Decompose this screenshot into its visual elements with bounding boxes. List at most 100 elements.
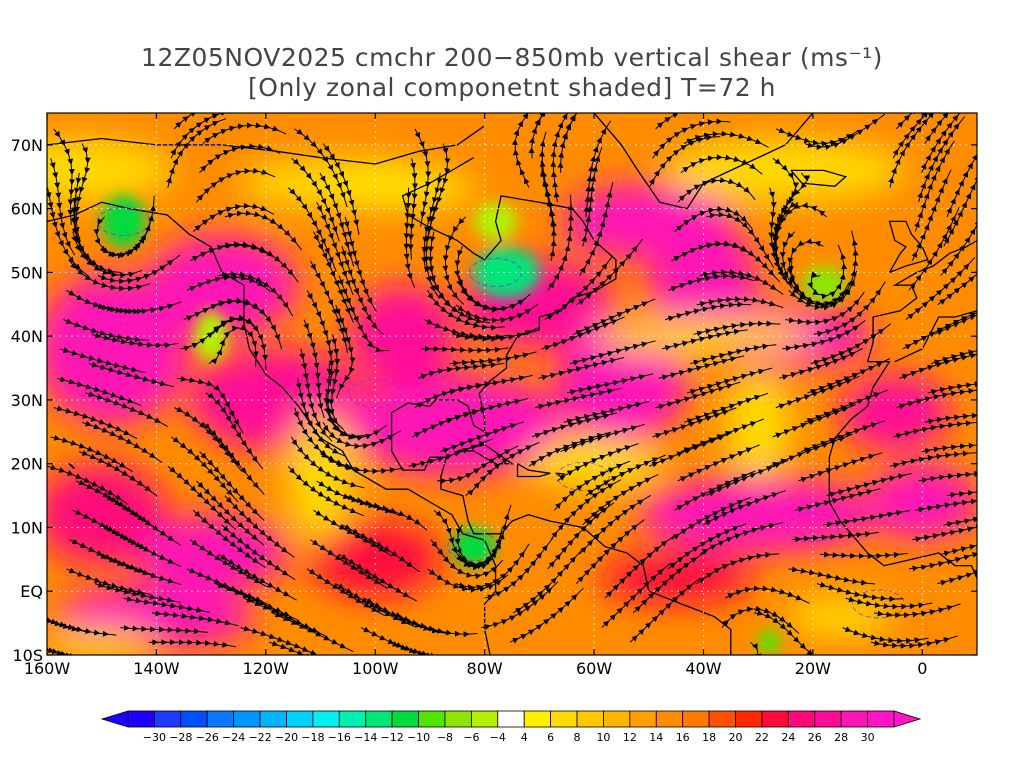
colorbar-swatch (603, 710, 631, 728)
longitude-label: 160W (24, 659, 71, 678)
longitude-label: 120W (243, 659, 290, 678)
colorbar-swatch (761, 710, 789, 728)
streamline (680, 154, 763, 175)
colorbar-swatch (206, 710, 235, 728)
colorbar-swatch (787, 710, 816, 728)
longitude-label: 140W (133, 659, 180, 678)
streamline (192, 202, 275, 232)
colorbar-label: 16 (676, 731, 690, 744)
streamline (826, 473, 913, 498)
latitude-label: 60N (11, 200, 43, 219)
streamline (946, 137, 977, 218)
colorbar-label: −4 (490, 731, 506, 744)
streamline (73, 143, 91, 243)
streamline (912, 522, 977, 542)
streamline (930, 342, 977, 366)
streamline (842, 626, 929, 644)
streamline (918, 469, 977, 484)
colorbar-swatch (735, 710, 763, 728)
colorbar-swatch (180, 710, 208, 728)
colorbar-swatch (338, 710, 367, 728)
colorbar-swatch (154, 710, 182, 728)
streamline (569, 340, 656, 366)
streamline (120, 624, 208, 635)
colorbar-swatch (470, 710, 499, 728)
weak-shear-region (473, 246, 540, 298)
streamline (823, 509, 911, 528)
streamline (937, 250, 977, 306)
low-shear-band (785, 597, 895, 636)
shear-region (637, 476, 879, 553)
colorbar-swatch (550, 710, 578, 728)
streamline (927, 378, 977, 395)
streamline (173, 113, 248, 130)
streamline (59, 347, 146, 374)
colorbar-swatch (682, 710, 710, 728)
colorbar-swatch (840, 710, 868, 728)
plot-area (47, 113, 977, 655)
colorbar-label: 4 (521, 731, 528, 744)
streamline (414, 128, 432, 227)
longitude-label: 0 (917, 659, 927, 678)
colorbar-label: −26 (196, 731, 219, 744)
colorbar-label: 6 (547, 731, 554, 744)
colorbar-label: 28 (834, 731, 848, 744)
colorbar-label: −10 (407, 731, 430, 744)
streamline (427, 143, 451, 242)
streamline (921, 441, 977, 454)
longitude-label: 100W (352, 659, 399, 678)
streamline (677, 177, 756, 203)
colorbar-label: −16 (328, 731, 351, 744)
latitude-label: 70N (11, 136, 43, 155)
streamline (547, 194, 574, 291)
colorbar-label: 14 (649, 731, 663, 744)
colorbar-low-arrow (100, 710, 129, 728)
streamline (772, 157, 799, 243)
streamline (683, 130, 769, 148)
colorbar-swatch (286, 710, 314, 728)
streamline (566, 373, 654, 395)
latitude-label: 20N (11, 455, 43, 474)
colorbar-label: −6 (463, 731, 479, 744)
latitude-label: 40N (11, 327, 43, 346)
streamline (47, 597, 86, 632)
chart-title: 12Z05NOV2025 cmchr 200−850mb vertical sh… (0, 44, 1024, 102)
streamline (604, 535, 675, 599)
streamline (940, 532, 977, 557)
streamline (845, 596, 933, 610)
colorbar-label: −14 (354, 731, 377, 744)
streamline (775, 127, 860, 147)
streamline (294, 128, 348, 208)
streamline (934, 300, 977, 336)
colorbar-label: 12 (623, 731, 637, 744)
colorbar-label: −20 (275, 731, 298, 744)
latitude-label: 30N (11, 391, 43, 410)
streamline (573, 298, 656, 336)
colorbar-label: 30 (861, 731, 875, 744)
colorbar-label: −22 (248, 731, 271, 744)
colorbar-label: −30 (143, 731, 166, 744)
colorbar-swatch (391, 710, 419, 728)
colorbar-label: −28 (169, 731, 192, 744)
streamline (753, 610, 821, 655)
streamline (870, 635, 958, 649)
streamline (511, 113, 535, 188)
weak-shear-region (758, 629, 781, 655)
streamline (313, 509, 392, 557)
shear-contour (786, 512, 840, 542)
colorbar-swatch (497, 710, 525, 728)
streamline (407, 158, 418, 260)
colorbar-high-arrow (893, 710, 922, 728)
colorbar-label: 22 (755, 731, 769, 744)
plot-frame (46, 112, 978, 656)
colorbar-swatch (867, 710, 895, 728)
latitude-label: 10S (12, 646, 43, 665)
streamline (693, 320, 781, 337)
streamline (151, 610, 239, 627)
streamline (534, 113, 589, 130)
streamline (66, 567, 152, 595)
streamline (421, 345, 509, 354)
streamline (563, 400, 650, 425)
